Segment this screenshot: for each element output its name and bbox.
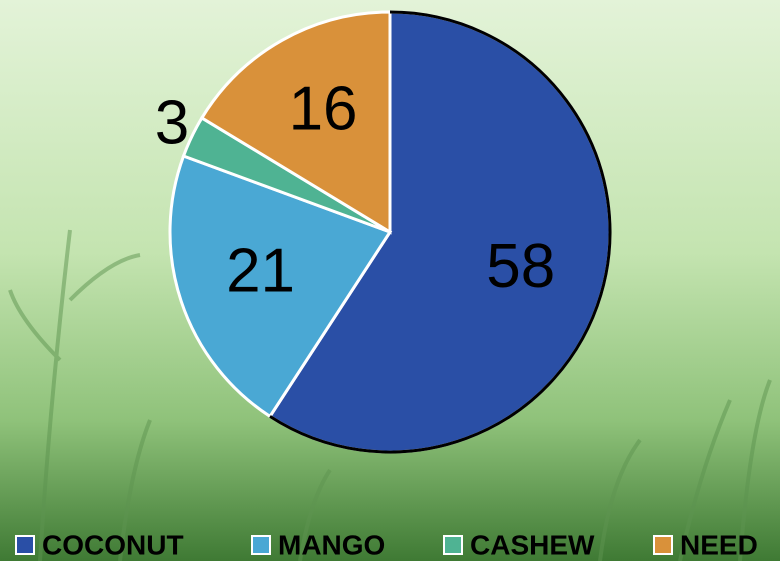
legend-label: NEED bbox=[680, 529, 758, 560]
legend-swatch bbox=[654, 536, 672, 554]
legend-swatch bbox=[444, 536, 462, 554]
data-label: 3 bbox=[155, 88, 189, 157]
chart: 58 21 3 16 COCONUT MANGO CASHEW NEED bbox=[0, 0, 780, 561]
data-label: 21 bbox=[226, 236, 295, 305]
legend-label: CASHEW bbox=[470, 529, 595, 560]
legend-swatch bbox=[252, 536, 270, 554]
data-label: 16 bbox=[289, 75, 358, 144]
data-label: 58 bbox=[486, 232, 555, 301]
legend-label: MANGO bbox=[278, 529, 385, 560]
legend-label: COCONUT bbox=[42, 529, 184, 560]
legend-swatch bbox=[16, 536, 34, 554]
